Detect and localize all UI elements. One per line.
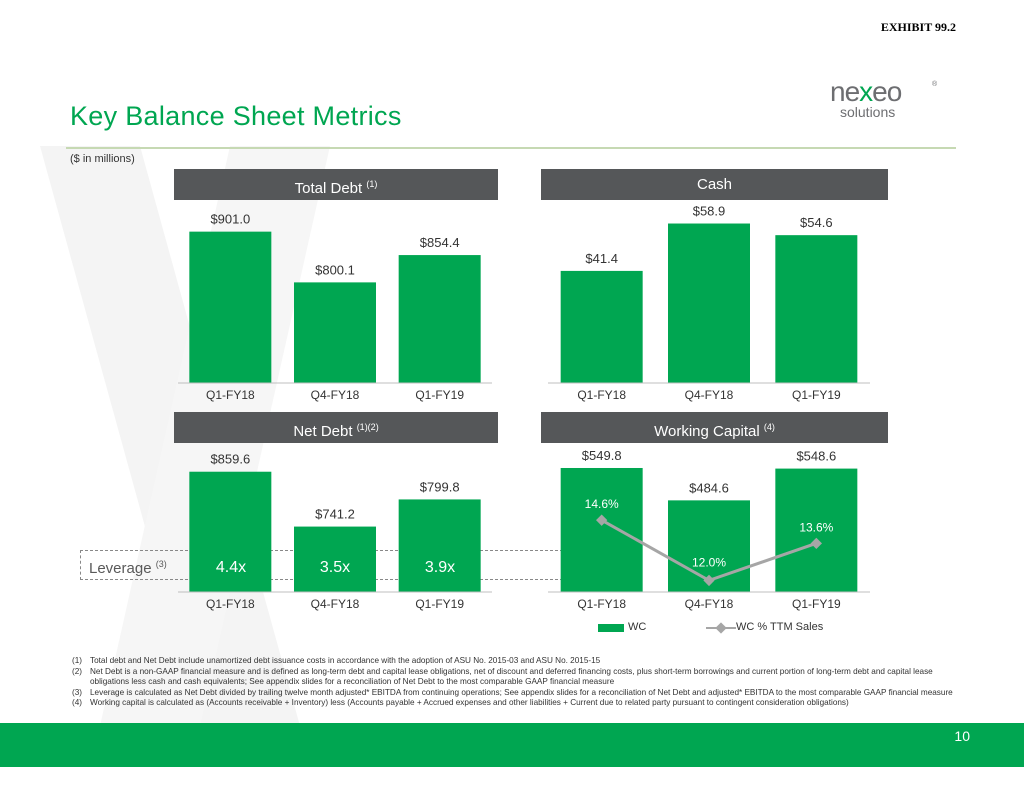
leverage-label: Leverage (3) (89, 559, 167, 577)
total-debt-value-label-q1-fy19: $854.4 (420, 235, 460, 250)
legend-line-label: WC % TTM Sales (736, 621, 824, 633)
cash-value-label-q1-fy18: $41.4 (585, 251, 618, 266)
charts-canvas: $901.0 Q1-FY18 $800.1 Q4-FY18 $854.4 Q1-FY19 $… (178, 204, 870, 611)
total-debt-bar-q4-fy18 (294, 282, 376, 383)
legend-line-marker (706, 622, 736, 634)
working-capital-tick-label-q1-fy18: Q1-FY18 (577, 597, 626, 611)
wc-pct-label-q4-fy18: 12.0% (692, 555, 726, 569)
total-debt-bar-q1-fy18 (189, 231, 272, 383)
net-debt-title: Net Debt (293, 423, 353, 440)
total-debt-tick-label-q1-fy19: Q1-FY19 (415, 388, 464, 402)
net-debt-header: Net Debt (1)(2) (174, 412, 498, 443)
total-debt-header: Total Debt (1) (174, 169, 498, 200)
cash-title: Cash (696, 176, 733, 193)
footnote: (4) Working capital is calculated as (Acc… (72, 698, 849, 708)
cash-tick-label-q1-fy18: Q1-FY18 (577, 388, 626, 402)
footnote: (3) Leverage is calculated as Net Debt di… (72, 687, 953, 697)
cash-tick-label-q4-fy18: Q4-FY18 (685, 388, 734, 402)
page-title: Key Balance Sheet Metrics (70, 101, 402, 131)
net-debt-bar-q1-fy19 (398, 499, 481, 592)
working-capital-value-label-q4-fy18: $484.6 (689, 480, 729, 495)
footnote: (1) Total debt and Net Debt include unamo… (72, 656, 601, 665)
cash-bar-q1-fy19 (775, 235, 858, 383)
total-debt-tick-label-q1-fy18: Q1-FY18 (206, 388, 255, 402)
net-debt-value-label-q1-fy18: $859.6 (210, 452, 250, 467)
net-debt-tick-label-q1-fy18: Q1-FY18 (206, 597, 255, 611)
total-debt-footnote-ref: (1) (366, 179, 378, 189)
cash-bar-q1-fy18 (560, 270, 643, 383)
cash-tick-label-q1-fy19: Q1-FY19 (792, 388, 841, 402)
title-divider (66, 147, 956, 149)
total-debt-title: Total Debt (294, 180, 363, 197)
leverage-value-q4-fy18: 3.5x (319, 559, 351, 576)
wc-pct-label-q1-fy18: 14.6% (585, 497, 619, 511)
net-debt-value-label-q4-fy18: $741.2 (315, 507, 355, 522)
wc-pct-label-q1-fy19: 13.6% (799, 520, 833, 534)
legend-wc-swatch (598, 624, 624, 632)
cash-value-label-q4-fy18: $58.9 (693, 204, 726, 219)
wc-pct-point-q1-fy19 (810, 537, 822, 550)
working-capital-tick-label-q4-fy18: Q4-FY18 (685, 597, 734, 611)
leverage-footnote-ref: (3) (155, 559, 167, 569)
net-debt-bar-q1-fy18 (189, 471, 272, 592)
footnotes: (1) Total debt and Net Debt include unamo… (72, 656, 962, 709)
net-debt-tick-label-q4-fy18: Q4-FY18 (311, 597, 360, 611)
logo-wordmark: nexeo (830, 76, 902, 107)
total-debt-value-label-q1-fy18: $901.0 (210, 212, 250, 227)
exhibit-label: EXHIBIT 99.2 (880, 20, 956, 34)
working-capital-tick-label-q1-fy19: Q1-FY19 (792, 597, 841, 611)
legend-wc-label: WC (628, 621, 647, 633)
net-debt-bar-q4-fy18 (294, 526, 376, 592)
units-note: ($ in millions) (70, 153, 135, 165)
total-debt-value-label-q4-fy18: $800.1 (315, 262, 355, 277)
working-capital-bar-q1-fy18 (560, 467, 643, 592)
working-capital-title: Working Capital (654, 423, 760, 440)
cash-header: Cash (541, 169, 888, 200)
working-capital-header: Working Capital (4) (541, 412, 888, 443)
logo-subtitle: solutions (840, 104, 896, 120)
wc-pct-point-q1-fy18 (596, 514, 608, 526)
page-number: 10 (954, 728, 970, 744)
working-capital-footnote-ref: (4) (763, 422, 775, 432)
cash-value-label-q1-fy19: $54.6 (800, 215, 833, 230)
leverage-value-q1-fy19: 3.9x (424, 559, 456, 576)
cash-bar-q4-fy18 (668, 223, 750, 383)
footnote: (2) Net Debt is a non-GAAP financial meas… (72, 666, 933, 687)
total-debt-bar-q1-fy19 (398, 255, 481, 383)
working-capital-value-label-q1-fy18: $549.8 (582, 448, 622, 463)
net-debt-footnote-ref: (1)(2) (356, 422, 379, 432)
footer-bar (0, 723, 1024, 767)
leverage-value-q1-fy18: 4.4x (215, 559, 247, 576)
net-debt-tick-label-q1-fy19: Q1-FY19 (415, 597, 464, 611)
wc-pct-point-q4-fy18 (703, 574, 715, 587)
logo-registered-mark: ® (932, 81, 938, 88)
working-capital-value-label-q1-fy19: $548.6 (796, 449, 836, 464)
working-capital-bar-q1-fy19 (775, 468, 858, 592)
net-debt-value-label-q1-fy19: $799.8 (420, 479, 460, 494)
total-debt-tick-label-q4-fy18: Q4-FY18 (311, 388, 360, 402)
company-logo: nexeo ® solutions (830, 77, 940, 127)
